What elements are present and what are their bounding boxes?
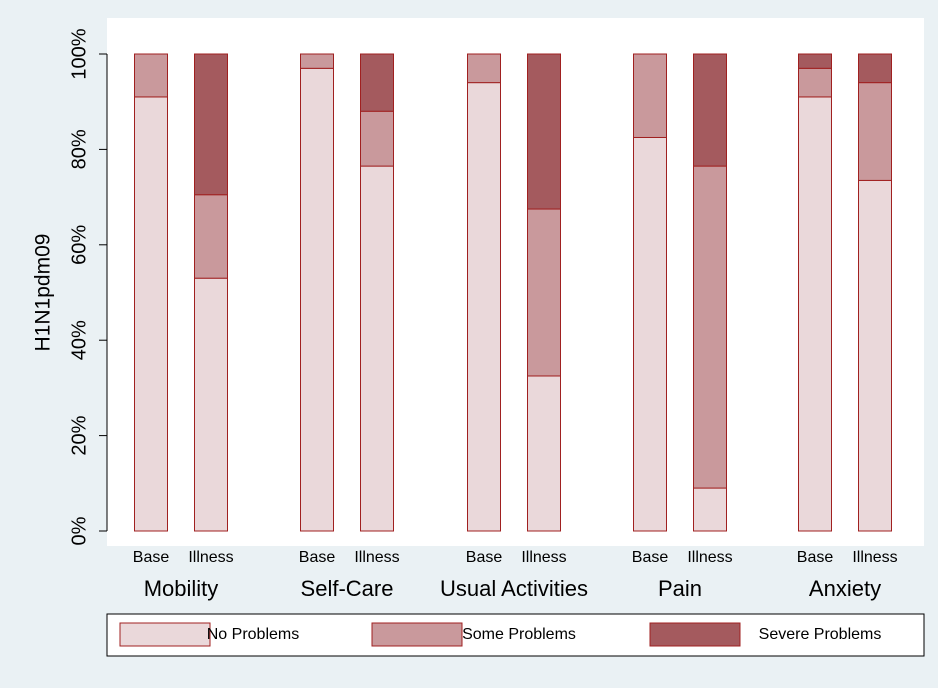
bar-segment xyxy=(858,179,892,532)
bar-segment xyxy=(300,53,334,69)
bar-segment xyxy=(360,165,394,532)
bar-segment xyxy=(858,82,892,181)
x-subcategory-label: Base xyxy=(299,549,336,566)
y-tick-label: 20% xyxy=(68,415,90,455)
x-subcategory-label: Illness xyxy=(687,549,732,566)
bar-segment xyxy=(798,67,832,98)
x-group-label: Pain xyxy=(658,576,702,601)
bar-segment xyxy=(693,487,727,532)
y-axis-title: H1N1pdm09 xyxy=(32,234,55,352)
bar-segment xyxy=(134,96,168,532)
y-tick-label: 80% xyxy=(68,129,90,169)
x-group-label: Mobility xyxy=(144,576,219,601)
bar-segment xyxy=(527,208,561,377)
legend-label: Some Problems xyxy=(462,626,576,643)
bar-segment xyxy=(300,67,334,532)
legend-swatch xyxy=(371,622,463,647)
x-subcategory-label: Illness xyxy=(188,549,233,566)
legend-box xyxy=(106,613,925,657)
y-tick-label: 0% xyxy=(68,516,90,545)
bar-segment xyxy=(194,277,228,532)
legend-label: Severe Problems xyxy=(759,626,882,643)
bar-segment xyxy=(194,194,228,279)
x-subcategory-label: Base xyxy=(632,549,669,566)
legend-label: No Problems xyxy=(207,626,299,643)
bar-segment xyxy=(798,53,832,69)
bar-segment xyxy=(360,110,394,167)
x-subcategory-label: Illness xyxy=(521,549,566,566)
y-tick-label: 40% xyxy=(68,320,90,360)
x-subcategory-label: Base xyxy=(466,549,503,566)
bar-segment xyxy=(467,53,501,84)
bar-segment xyxy=(527,53,561,210)
x-subcategory-label: Base xyxy=(797,549,834,566)
bar-segment xyxy=(527,375,561,532)
x-group-label: Usual Activities xyxy=(440,576,588,601)
legend-swatch xyxy=(119,622,211,647)
y-tick-label: 60% xyxy=(68,225,90,265)
y-tick-label: 100% xyxy=(68,28,90,79)
x-subcategory-label: Base xyxy=(133,549,170,566)
bar-segment xyxy=(693,53,727,167)
bar-segment xyxy=(858,53,892,84)
bar-segment xyxy=(633,53,667,138)
bar-segment xyxy=(194,53,228,196)
bar-segment xyxy=(467,82,501,532)
bar-segment xyxy=(693,165,727,489)
bar-segment xyxy=(633,136,667,532)
x-group-label: Self-Care xyxy=(301,576,394,601)
bar-segment xyxy=(360,53,394,112)
plot-area xyxy=(107,18,924,546)
legend-swatch xyxy=(649,622,741,647)
x-group-label: Anxiety xyxy=(809,576,881,601)
x-subcategory-label: Illness xyxy=(852,549,897,566)
x-subcategory-label: Illness xyxy=(354,549,399,566)
bar-segment xyxy=(134,53,168,98)
bar-segment xyxy=(798,96,832,532)
